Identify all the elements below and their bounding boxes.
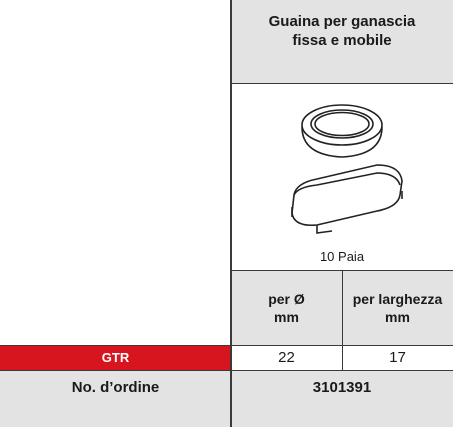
column-label: per larghezza bbox=[352, 291, 443, 307]
header-cell: Guaina per ganascia fissa e mobile bbox=[231, 0, 453, 83]
column-header: per Ø mm bbox=[231, 270, 342, 345]
title-line: Guaina per ganascia bbox=[268, 13, 416, 30]
column-header: per larghezza mm bbox=[342, 270, 453, 345]
cell: 3101391 bbox=[231, 370, 453, 427]
border bbox=[0, 345, 453, 346]
border bbox=[230, 0, 232, 427]
border bbox=[0, 370, 453, 371]
image-cell: 10 Paia bbox=[231, 83, 453, 270]
product-drawing bbox=[291, 104, 403, 234]
row-label: No. d’ordine bbox=[0, 370, 231, 427]
column-unit: mm bbox=[385, 309, 410, 325]
column-label: per Ø bbox=[268, 291, 305, 307]
border bbox=[342, 270, 343, 370]
title-line: fissa e mobile bbox=[292, 32, 392, 49]
cell: 22 bbox=[278, 349, 295, 366]
column-unit: mm bbox=[274, 309, 299, 325]
row-label: GTR bbox=[0, 345, 231, 370]
border bbox=[231, 83, 453, 84]
cell: 17 bbox=[389, 349, 406, 366]
caption: 10 Paia bbox=[319, 249, 365, 264]
